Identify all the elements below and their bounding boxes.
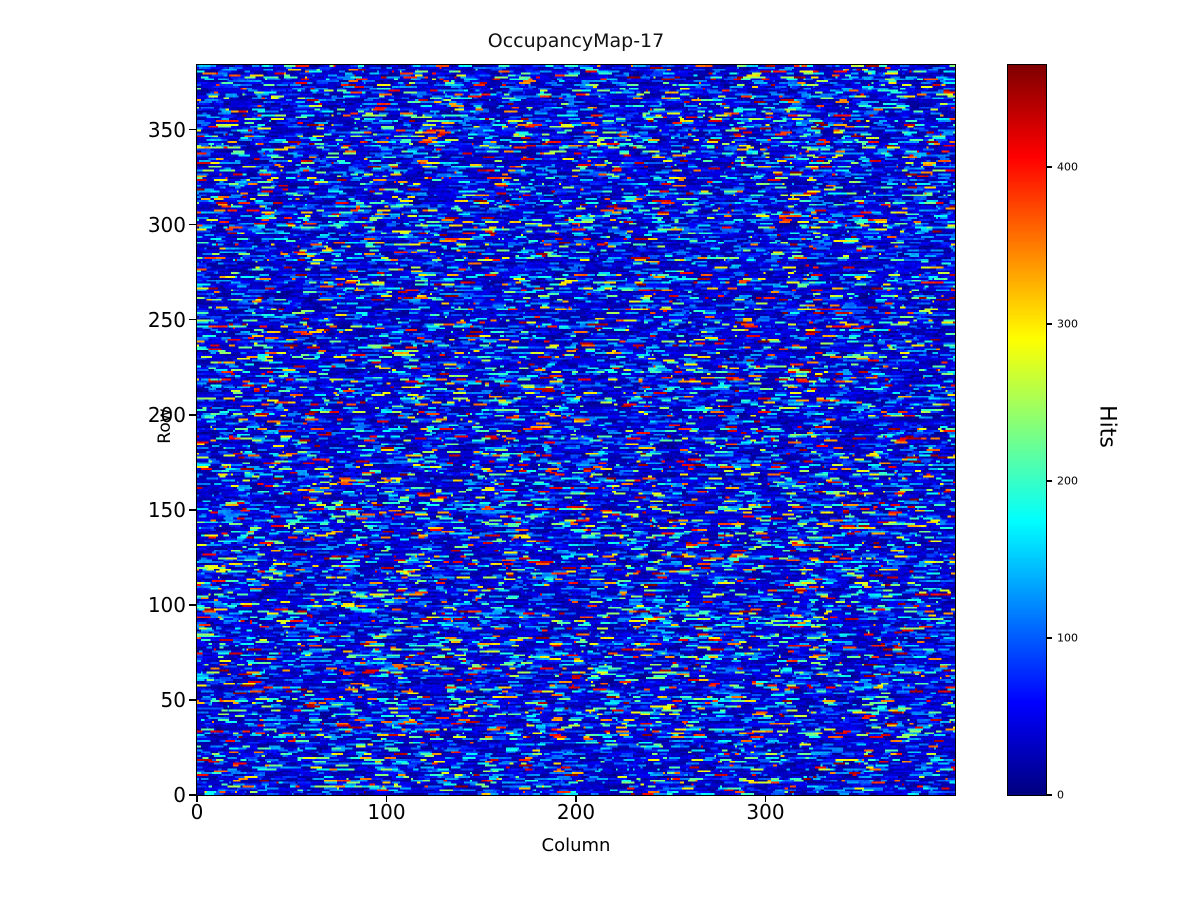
colorbar-tick-mark (1046, 794, 1052, 796)
x-tick-mark (196, 795, 198, 802)
x-tick-label: 200 (556, 800, 596, 824)
x-axis-label: Column (541, 835, 611, 856)
colorbar-tick-mark (1046, 637, 1052, 639)
colorbar-tick-mark (1046, 323, 1052, 325)
heatmap-plot-area (196, 64, 956, 796)
y-tick-label: 50 (160, 687, 186, 712)
y-tick-mark (189, 699, 197, 701)
colorbar-tick-label: 100 (1057, 631, 1078, 645)
y-tick-label: 0 (173, 783, 186, 807)
y-tick-mark (189, 604, 197, 606)
colorbar-label: Hits (1094, 405, 1120, 448)
colorbar-tick-label: 300 (1057, 317, 1078, 331)
x-tick-mark (575, 795, 577, 802)
x-tick-mark (385, 795, 388, 802)
y-tick-label: 100 (147, 592, 186, 617)
y-tick-mark (189, 128, 197, 131)
y-tick-mark (189, 318, 197, 321)
x-tick-label: 300 (746, 800, 785, 824)
colorbar (1007, 64, 1047, 796)
y-tick-label: 150 (147, 497, 186, 522)
colorbar-tick-mark (1046, 166, 1052, 168)
y-tick-label: 300 (147, 212, 186, 237)
y-tick-label: 250 (147, 307, 186, 332)
y-tick-mark (189, 509, 197, 511)
y-tick-mark (189, 223, 197, 226)
colorbar-tick-label: 200 (1057, 474, 1078, 488)
heatmap-canvas (197, 65, 955, 795)
y-tick-label: 350 (147, 117, 186, 142)
colorbar-tick-mark (1046, 480, 1052, 482)
colorbar-tick-label: 400 (1057, 160, 1078, 174)
y-tick-mark (189, 414, 197, 416)
colorbar-tick-label: 0 (1057, 788, 1064, 802)
x-tick-label: 0 (190, 800, 204, 824)
chart-title: OccupancyMap-17 (487, 30, 665, 52)
y-tick-label: 200 (147, 402, 186, 427)
x-tick-label: 100 (367, 800, 406, 824)
x-tick-mark (764, 795, 767, 802)
colorbar-canvas (1008, 65, 1046, 795)
y-tick-mark (189, 794, 197, 796)
